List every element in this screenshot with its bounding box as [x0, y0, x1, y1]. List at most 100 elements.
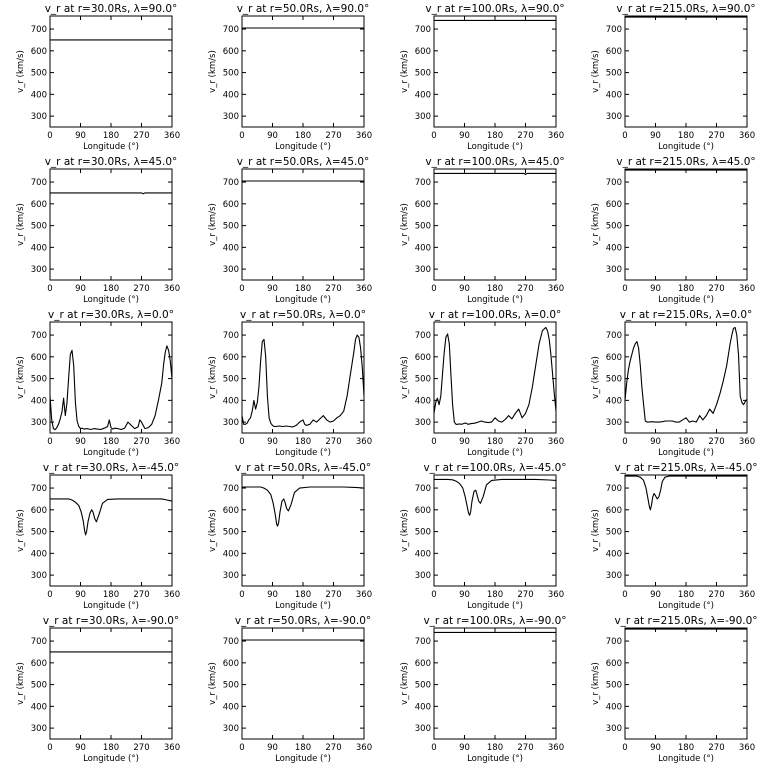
- chart-panel: v_r at r=215.0Rs, λ=0.0° 0 90 180 270 360 300 4…: [591, 309, 755, 458]
- panel-title: v_r at r=30.0Rs, λ=45.0°: [45, 156, 178, 168]
- x-tick-label: 180: [103, 131, 119, 141]
- x-axis-label: Longitude (°): [658, 601, 714, 611]
- x-axis-label: Longitude (°): [83, 448, 139, 458]
- y-tick-label: 600: [31, 353, 47, 363]
- x-tick-label: 90: [650, 743, 661, 753]
- x-tick-label: 270: [133, 131, 149, 141]
- y-axis-label: v_r (km/s): [591, 662, 601, 705]
- y-axis-label: v_r (km/s): [208, 356, 218, 399]
- y-tick-label: 400: [223, 243, 239, 253]
- y-tick-label: 500: [415, 681, 431, 691]
- x-tick-label: 270: [133, 284, 149, 294]
- chart-panel: v_r at r=100.0Rs, λ=45.0° 0 90 180 270 360 300…: [400, 156, 565, 305]
- x-tick-label: 90: [267, 284, 278, 294]
- x-tick-label: 270: [708, 590, 724, 600]
- x-tick-label: 0: [239, 743, 244, 753]
- x-axis-label: Longitude (°): [83, 601, 139, 611]
- y-axis-label: v_r (km/s): [591, 509, 601, 552]
- x-axis-label: Longitude (°): [83, 295, 139, 305]
- y-tick-label: 700: [415, 484, 431, 494]
- chart-panel: v_r at r=30.0Rs, λ=90.0° 0 90 180 270 360 300 4…: [16, 3, 180, 152]
- y-tick-label: 700: [415, 331, 431, 341]
- x-axis-label: Longitude (°): [467, 448, 523, 458]
- x-tick-label: 270: [708, 437, 724, 447]
- x-tick-label: 0: [47, 743, 52, 753]
- panel-title: v_r at r=50.0Rs, λ=45.0°: [237, 156, 370, 168]
- y-tick-label: 500: [223, 681, 239, 691]
- chart-panel: v_r at r=215.0Rs, λ=45.0° 0 90 180 270 360 300…: [591, 156, 756, 305]
- y-tick-label: 700: [31, 178, 47, 188]
- x-tick-label: 0: [431, 437, 436, 447]
- x-tick-label: 360: [164, 437, 180, 447]
- x-axis-label: Longitude (°): [83, 754, 139, 764]
- x-tick-label: 360: [164, 284, 180, 294]
- x-tick-label: 270: [133, 590, 149, 600]
- x-tick-label: 90: [459, 131, 470, 141]
- x-tick-label: 90: [267, 131, 278, 141]
- x-tick-label: 90: [75, 284, 86, 294]
- y-tick-label: 300: [415, 418, 431, 428]
- chart-panel: v_r at r=50.0Rs, λ=-90.0° 0 90 180 270 360 300…: [208, 615, 372, 764]
- x-tick-label: 180: [678, 131, 694, 141]
- chart-panel: v_r at r=100.0Rs, λ=90.0° 0 90 180 270 360 300…: [400, 3, 565, 152]
- y-tick-label: 700: [223, 25, 239, 35]
- plot-frame: [241, 321, 365, 434]
- x-tick-label: 270: [325, 743, 341, 753]
- x-tick-label: 90: [459, 437, 470, 447]
- x-tick-label: 0: [622, 437, 627, 447]
- y-tick-label: 600: [606, 200, 622, 210]
- x-tick-label: 360: [739, 131, 755, 141]
- x-tick-label: 270: [708, 284, 724, 294]
- y-tick-label: 500: [415, 528, 431, 538]
- x-tick-label: 180: [487, 743, 503, 753]
- x-tick-label: 270: [517, 743, 533, 753]
- x-tick-label: 180: [678, 437, 694, 447]
- y-tick-label: 400: [606, 90, 622, 100]
- panel-title: v_r at r=30.0Rs, λ=-90.0°: [43, 615, 179, 627]
- x-tick-label: 180: [103, 743, 119, 753]
- chart-panel: v_r at r=50.0Rs, λ=-45.0° 0 90 180 270 360 300…: [208, 462, 372, 611]
- plot-frame: [241, 474, 365, 587]
- y-axis-label: v_r (km/s): [591, 356, 601, 399]
- panel-title: v_r at r=100.0Rs, λ=90.0°: [425, 3, 564, 15]
- y-tick-label: 300: [31, 418, 47, 428]
- plot-frame: [624, 474, 748, 587]
- y-axis-label: v_r (km/s): [208, 203, 218, 246]
- x-axis-label: Longitude (°): [275, 142, 331, 152]
- x-tick-label: 180: [678, 590, 694, 600]
- y-tick-label: 300: [415, 724, 431, 734]
- y-axis-label: v_r (km/s): [208, 662, 218, 705]
- x-tick-label: 0: [239, 437, 244, 447]
- plot-frame: [49, 627, 173, 740]
- y-tick-label: 300: [606, 571, 622, 581]
- x-tick-label: 90: [267, 590, 278, 600]
- y-tick-label: 400: [31, 702, 47, 712]
- x-tick-label: 0: [622, 131, 627, 141]
- x-tick-label: 270: [325, 590, 341, 600]
- y-axis-label: v_r (km/s): [16, 203, 26, 246]
- plot-frame: [433, 15, 557, 128]
- panel-title: v_r at r=215.0Rs, λ=45.0°: [616, 156, 755, 168]
- y-axis-label: v_r (km/s): [16, 662, 26, 705]
- x-tick-label: 270: [517, 437, 533, 447]
- series-line: [625, 475, 747, 511]
- y-axis-label: v_r (km/s): [16, 50, 26, 93]
- y-tick-label: 300: [415, 265, 431, 275]
- plot-frame: [624, 15, 748, 128]
- panel-title: v_r at r=50.0Rs, λ=90.0°: [237, 3, 370, 15]
- x-tick-label: 0: [622, 743, 627, 753]
- plot-frame: [241, 15, 365, 128]
- panel-title: v_r at r=100.0Rs, λ=-45.0°: [423, 462, 566, 474]
- x-tick-label: 270: [325, 284, 341, 294]
- y-tick-label: 500: [31, 222, 47, 232]
- x-tick-label: 0: [47, 284, 52, 294]
- chart-panel: v_r at r=30.0Rs, λ=0.0° 0 90 180 270 360 300 40…: [16, 309, 180, 458]
- y-tick-label: 700: [415, 178, 431, 188]
- y-tick-label: 400: [415, 549, 431, 559]
- series-line: [49, 345, 173, 431]
- series-line: [242, 486, 365, 527]
- y-tick-label: 600: [415, 353, 431, 363]
- chart-panel: v_r at r=215.0Rs, λ=-45.0° 0 90 180 270 360 30…: [591, 462, 758, 611]
- x-tick-label: 90: [75, 437, 86, 447]
